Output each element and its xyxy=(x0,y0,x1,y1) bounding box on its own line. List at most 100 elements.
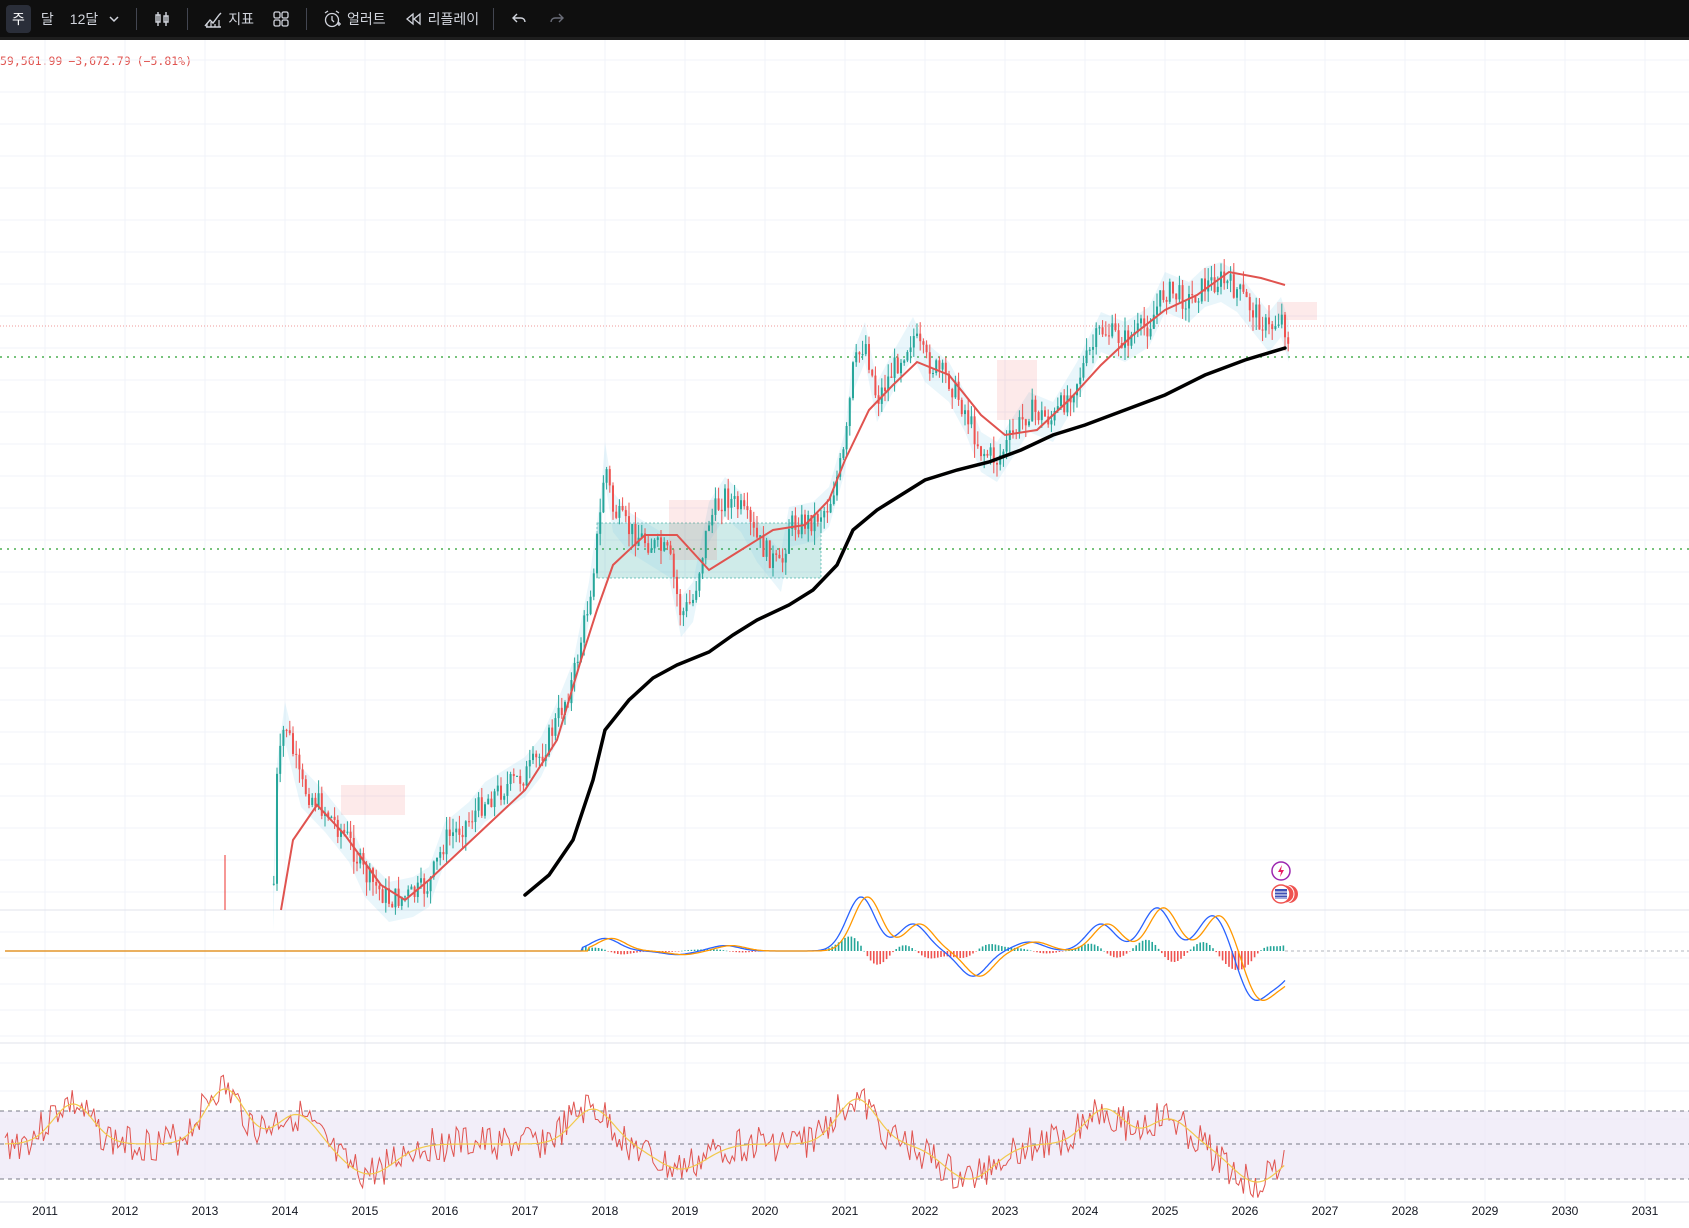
candle-body xyxy=(1050,420,1053,425)
macd-histogram-bar xyxy=(940,951,942,957)
candle-body xyxy=(1031,399,1034,422)
candle-body xyxy=(832,495,835,504)
macd-histogram-bar xyxy=(943,951,945,957)
candle-body xyxy=(1156,306,1158,315)
macd-histogram-bar xyxy=(911,948,913,951)
interval-12month-button[interactable]: 12달 xyxy=(64,5,128,33)
candle-body xyxy=(471,821,474,823)
macd-line xyxy=(5,896,1286,1001)
macd-histogram-bar xyxy=(1106,951,1109,954)
candle-body xyxy=(1252,310,1254,318)
macd-histogram-bar xyxy=(1215,951,1217,953)
rsi-ma-line xyxy=(4,1088,1285,1183)
macd-histogram-bar xyxy=(937,951,939,958)
layouts-button[interactable] xyxy=(264,5,298,33)
macd-histogram-bar xyxy=(853,938,856,951)
candle-body xyxy=(528,760,531,767)
macd-histogram-bar xyxy=(1177,951,1179,961)
candle-body xyxy=(1284,314,1286,338)
candle-body xyxy=(468,821,470,823)
candle-body xyxy=(1248,297,1251,311)
candle-body xyxy=(660,537,662,551)
candle-body xyxy=(762,535,765,557)
candle-body xyxy=(640,533,643,538)
undo-button[interactable] xyxy=(502,5,536,33)
candle-body xyxy=(746,506,749,511)
time-axis-label: 2025 xyxy=(1152,1204,1179,1218)
candle-body xyxy=(778,554,781,559)
replay-button[interactable]: 리플레이 xyxy=(396,5,486,33)
candle-body xyxy=(1149,328,1152,337)
candle-body xyxy=(663,542,666,551)
candle-body xyxy=(496,785,499,792)
candle-body xyxy=(292,733,294,754)
time-axis-label: 2012 xyxy=(112,1204,139,1218)
macd-histogram-bar xyxy=(908,946,910,951)
candle-body xyxy=(890,376,893,378)
candle-body xyxy=(919,333,922,342)
candle-body xyxy=(1239,284,1242,290)
macd-histogram-bar xyxy=(1141,940,1144,951)
interval-month-button[interactable]: 달 xyxy=(40,10,54,27)
candle-body xyxy=(1280,314,1283,325)
undo-icon xyxy=(508,8,530,30)
macd-histogram-bar xyxy=(687,950,689,951)
candle-body xyxy=(295,753,298,755)
candle-body xyxy=(429,877,432,892)
macd-histogram-bar xyxy=(754,951,757,952)
time-axis-label: 2014 xyxy=(272,1204,299,1218)
macd-histogram-bar xyxy=(866,951,869,957)
candle-body xyxy=(455,828,458,833)
candle-body xyxy=(714,498,717,515)
candle-body xyxy=(516,775,518,777)
candle-body xyxy=(1287,337,1290,344)
indicators-button[interactable]: 지표 xyxy=(196,5,260,33)
candle-body xyxy=(442,852,445,855)
candle-body xyxy=(932,372,934,374)
candle-body xyxy=(1005,440,1008,452)
macd-histogram-bar xyxy=(985,944,987,951)
macd-histogram-bar xyxy=(1199,942,1201,951)
macd-histogram-bar xyxy=(917,951,920,954)
candle-body xyxy=(698,573,701,591)
macd-histogram-bar xyxy=(981,946,984,951)
macd-pane[interactable] xyxy=(5,896,1689,1001)
chart-canvas[interactable]: 2011 2012 2013 2014 2015 2016 2017 2018 2019 2020… xyxy=(0,40,1689,1228)
candle-body xyxy=(861,354,864,356)
macd-histogram-bar xyxy=(1263,947,1265,951)
candle-body xyxy=(628,516,630,535)
candle-body xyxy=(756,527,758,538)
candle-body xyxy=(724,488,726,512)
moving-average-long xyxy=(523,346,1287,897)
ichimoku-cloud xyxy=(1277,302,1317,320)
time-axis-label: 2020 xyxy=(752,1204,779,1218)
redo-button[interactable] xyxy=(540,5,574,33)
time-axis-label: 2015 xyxy=(352,1204,379,1218)
candle-body xyxy=(868,344,870,370)
macd-histogram-bar xyxy=(677,951,680,952)
rsi-pane[interactable] xyxy=(0,1074,1689,1199)
candle-body xyxy=(592,573,595,597)
candle-body xyxy=(1261,329,1264,331)
interval-week-button[interactable]: 주 xyxy=(6,4,31,33)
candle-body xyxy=(580,642,582,662)
legend-change-pct: (−5.81%) xyxy=(136,54,193,68)
time-axis[interactable]: 2011 2012 2013 2014 2015 2016 2017 2018 2019 2020… xyxy=(32,1204,1659,1218)
candle-body xyxy=(1056,406,1059,411)
macd-histogram-bar xyxy=(965,951,968,958)
price-pane[interactable] xyxy=(0,259,1689,932)
us-flag-field xyxy=(1275,889,1287,899)
macd-histogram-bar xyxy=(1151,941,1153,951)
candle-body xyxy=(602,482,605,513)
candle-body xyxy=(740,500,742,510)
candle-body xyxy=(583,615,586,643)
candle-body xyxy=(909,347,912,352)
alert-button[interactable]: 얼러트 xyxy=(315,5,392,33)
candle-body xyxy=(1111,323,1114,337)
chart-type-button[interactable] xyxy=(145,5,179,33)
candle-body xyxy=(916,333,918,336)
candle-body xyxy=(509,774,512,785)
candle-body xyxy=(884,387,886,392)
candle-body xyxy=(810,514,813,532)
time-axis-label: 2017 xyxy=(512,1204,539,1218)
